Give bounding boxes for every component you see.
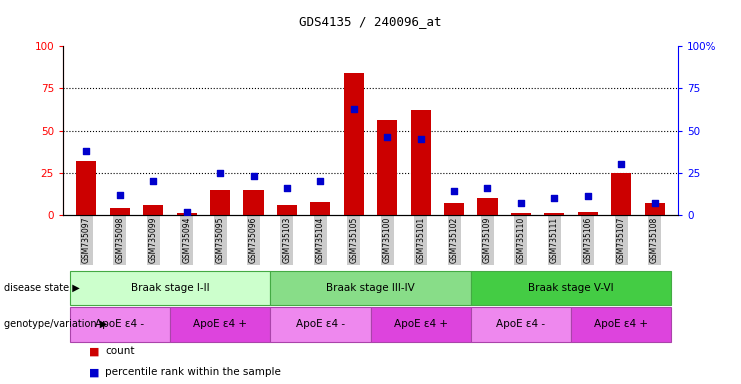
Text: count: count: [105, 346, 135, 356]
Text: Braak stage V-VI: Braak stage V-VI: [528, 283, 614, 293]
Point: [482, 185, 494, 191]
Text: genotype/variation ▶: genotype/variation ▶: [4, 319, 107, 329]
Bar: [110, 208, 130, 215]
Text: ApoE ε4 -: ApoE ε4 -: [96, 319, 144, 329]
Bar: [344, 73, 364, 215]
Point: [582, 194, 594, 200]
Point: [548, 195, 560, 201]
Text: ApoE ε4 +: ApoE ε4 +: [393, 319, 448, 329]
Point: [348, 106, 359, 112]
Point: [281, 185, 293, 191]
Text: Braak stage III-IV: Braak stage III-IV: [326, 283, 415, 293]
Text: ■: ■: [89, 346, 99, 356]
Point: [314, 178, 326, 184]
Bar: [545, 214, 565, 215]
Bar: [511, 214, 531, 215]
Text: ApoE ε4 +: ApoE ε4 +: [594, 319, 648, 329]
Point: [147, 178, 159, 184]
Bar: [578, 212, 598, 215]
Point: [648, 200, 660, 206]
Bar: [645, 203, 665, 215]
Point: [114, 192, 126, 198]
Bar: [611, 173, 631, 215]
Point: [214, 170, 226, 176]
Bar: [143, 205, 163, 215]
Point: [181, 209, 193, 215]
Text: ApoE ε4 +: ApoE ε4 +: [193, 319, 247, 329]
Text: Braak stage I-II: Braak stage I-II: [130, 283, 209, 293]
Point: [448, 188, 460, 194]
Bar: [477, 198, 497, 215]
Point: [247, 173, 259, 179]
Bar: [310, 202, 330, 215]
Text: ■: ■: [89, 367, 99, 377]
Bar: [411, 110, 431, 215]
Text: GDS4135 / 240096_at: GDS4135 / 240096_at: [299, 15, 442, 28]
Point: [382, 134, 393, 141]
Point: [415, 136, 427, 142]
Text: disease state ▶: disease state ▶: [4, 283, 79, 293]
Bar: [277, 205, 297, 215]
Bar: [76, 161, 96, 215]
Bar: [210, 190, 230, 215]
Point: [515, 200, 527, 206]
Bar: [176, 214, 196, 215]
Text: ApoE ε4 -: ApoE ε4 -: [296, 319, 345, 329]
Point: [81, 148, 93, 154]
Point: [615, 161, 627, 167]
Bar: [444, 203, 464, 215]
Bar: [377, 121, 397, 215]
Text: ApoE ε4 -: ApoE ε4 -: [496, 319, 545, 329]
Text: percentile rank within the sample: percentile rank within the sample: [105, 367, 281, 377]
Bar: [244, 190, 264, 215]
